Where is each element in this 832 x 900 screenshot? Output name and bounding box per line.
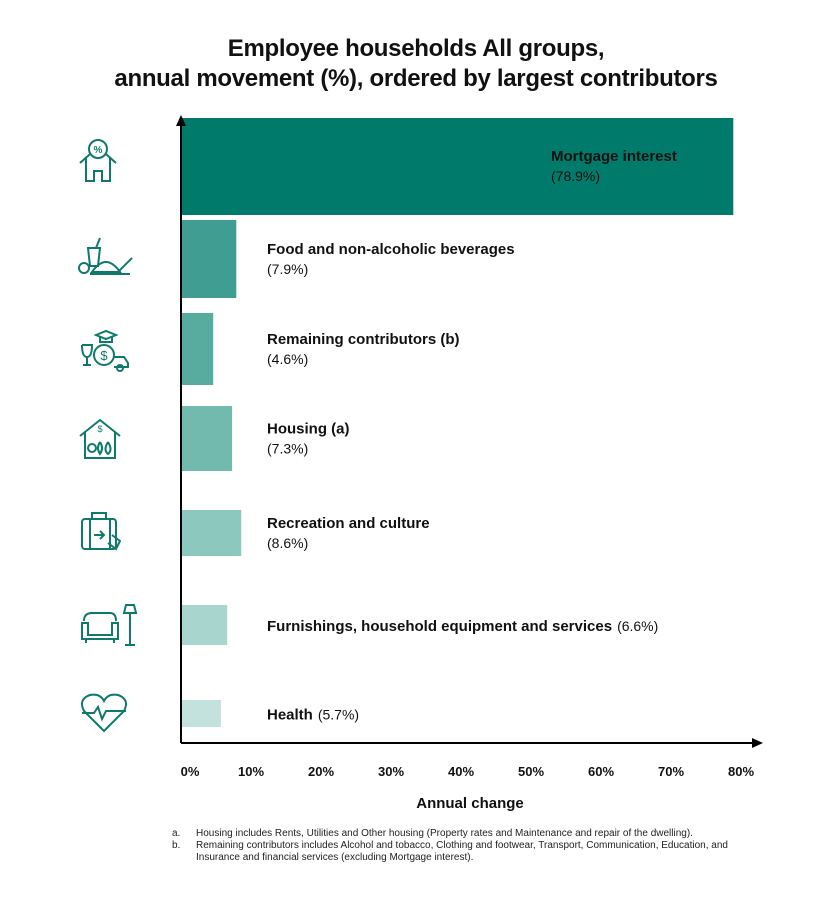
x-tick-label: 60%: [588, 764, 614, 779]
bar-label: Housing (a): [267, 421, 350, 438]
bar: [181, 220, 237, 298]
x-tick-label: 30%: [378, 764, 404, 779]
bar: [181, 406, 233, 471]
bar-label: Remaining contributors (b): [267, 331, 460, 348]
y-axis-arrow: [176, 115, 186, 126]
luggage-icon: [81, 512, 122, 551]
x-tick-label: 40%: [448, 764, 474, 779]
value-label: (8.6%): [267, 535, 308, 551]
money-education-icon: $: [81, 329, 129, 372]
footnote-a: a. Housing includes Rents, Utilities and …: [172, 828, 752, 840]
food-icon: [78, 237, 133, 275]
chart-title: Employee households All groups, annual m…: [0, 34, 832, 94]
footnote-marker: a.: [172, 828, 181, 839]
x-tick-label: 70%: [658, 764, 684, 779]
value-label: (7.9%): [267, 261, 308, 277]
x-tick-label: 80%: [728, 764, 754, 779]
bar: [181, 510, 242, 556]
bar: [181, 313, 214, 385]
bar: [181, 118, 734, 215]
house-percent-icon: %: [79, 139, 117, 182]
armchair-lamp-icon: [81, 604, 138, 646]
bar-label: Recreation and culture: [267, 515, 430, 532]
x-tick-label: 50%: [518, 764, 544, 779]
title-line-1: Employee households All groups,: [227, 35, 605, 62]
value-label: (7.3%): [267, 441, 308, 457]
x-tick-label: 10%: [238, 764, 264, 779]
x-tick-label: 20%: [308, 764, 334, 779]
value-label: (6.6%): [617, 618, 658, 634]
svg-text:$: $: [97, 424, 102, 434]
heart-pulse-icon: [81, 693, 127, 733]
value-label: (4.6%): [267, 351, 308, 367]
value-label: (78.9%): [551, 168, 600, 184]
x-tick-label: 0%: [181, 764, 200, 779]
x-axis-label: Annual change: [416, 795, 524, 812]
bar: [181, 605, 228, 645]
title-line-2: annual movement (%), ordered by largest …: [114, 65, 718, 92]
footnote-marker: b.: [172, 840, 181, 851]
footnote-text: Housing includes Rents, Utilities and Ot…: [196, 828, 693, 839]
footnotes: a. Housing includes Rents, Utilities and …: [172, 828, 752, 864]
bar: [181, 700, 221, 727]
bar-label: Health: [267, 707, 313, 724]
bar-label: Furnishings, household equipment and ser…: [267, 618, 612, 635]
footnote-b: b. Remaining contributors includes Alcoho…: [172, 840, 752, 864]
house-utilities-icon: $: [79, 418, 121, 459]
svg-text:$: $: [100, 348, 108, 363]
bar-label: Mortgage interest: [551, 148, 677, 165]
footnote-text: Remaining contributors includes Alcohol …: [196, 840, 728, 863]
value-label: (5.7%): [318, 707, 359, 723]
x-axis-arrow: [752, 738, 763, 748]
bar-label: Food and non-alcoholic beverages: [267, 241, 515, 258]
svg-text:%: %: [94, 145, 103, 156]
